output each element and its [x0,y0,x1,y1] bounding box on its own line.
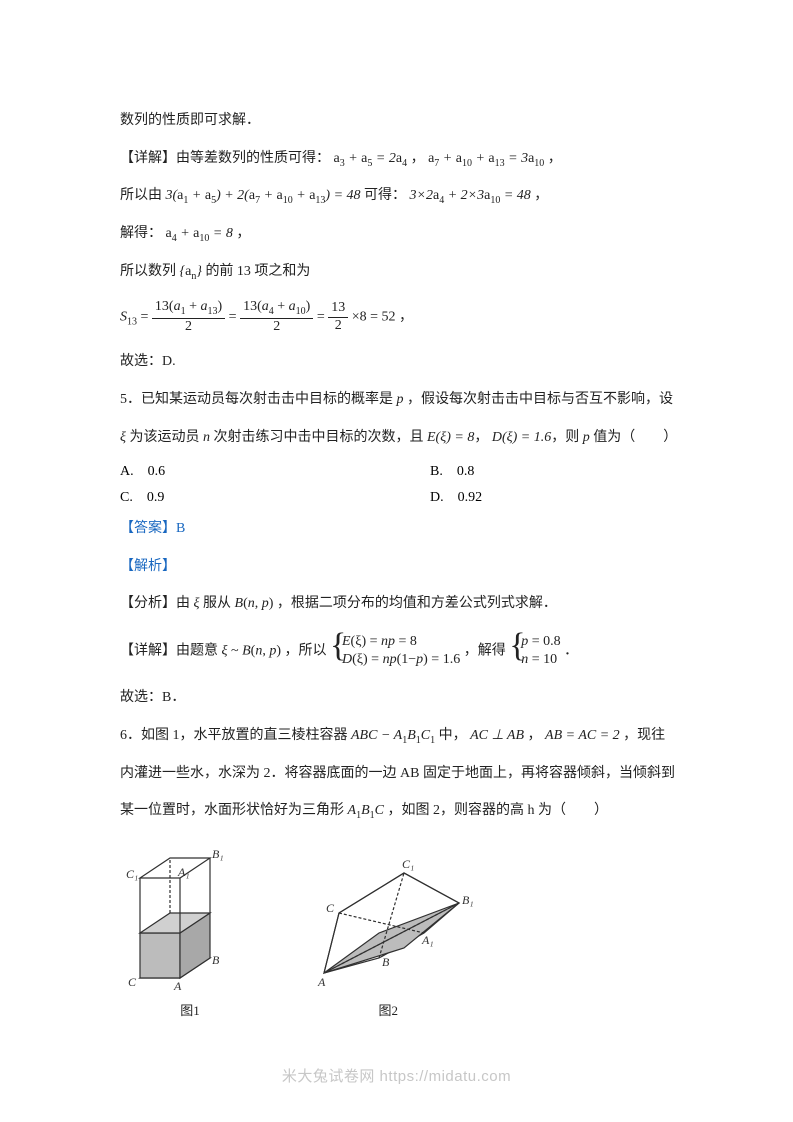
f2den: 2 [240,319,313,336]
text: 【分析】由 ξ 服从 B(n, p) ，根据二项分布的均值和方差公式列式求解． [120,596,557,611]
end: ， [534,188,548,203]
svg-text:C₁: C₁ [126,867,138,881]
text: ，解得 [464,643,506,658]
svg-text:C₁: C₁ [402,857,414,871]
f3den: 2 [328,318,348,335]
q5-detail: 【详解】由题意 ξ ~ B(n, p) ，所以 E(ξ) = np = 8 D(… [120,633,673,669]
text: 可得： [364,188,406,203]
q5-stem-2: ξ 为该运动员 n 次射击练习中击中目标的次数，且 E(ξ) = 8， D(ξ)… [120,421,673,455]
sep: ， [528,728,542,743]
svg-text:A: A [317,975,326,989]
q5-final: 故选：B． [120,681,673,715]
text: 所以由 [120,188,162,203]
text: 【详解】由等差数列的性质可得： [120,151,330,166]
system-2: p = 0.8 n = 10 [509,633,560,669]
var-p: p [397,392,404,407]
fig1-label: 图1 [120,1000,260,1019]
text: ，假设每次射击击中目标与否互不影响，设 [404,392,674,407]
text: 为该运动员 n 次射击练习中击中目标的次数，且 [130,430,428,445]
para-4: 解得： a4 + a10 = 8 ， [120,217,673,251]
q6-l3: 某一位置时，水面形状恰好为三角形 A1B1C ，如图 2，则容器的高 h 为（ … [120,794,673,828]
text: 所以数列 [120,264,176,279]
para-5: 所以数列 {an} 的前 13 项之和为 [120,255,673,289]
q6-l1: 6．如图 1，水平放置的直三棱柱容器 ABC − A1B1C1 中， AC ⊥ … [120,719,673,753]
text: 6．如图 1，水平放置的直三棱柱容器 [120,728,351,743]
text: ，则 p 值为（ ） [551,430,677,445]
fig2-label: 图2 [283,1000,493,1019]
para-3: 所以由 3(a1 + a5) + 2(a7 + a10 + a13) = 48 … [120,179,673,213]
svg-text:A: A [173,979,182,993]
text: 【详解】由题意 ξ ~ B(n, p) ，所以 [120,643,326,658]
figures: A B C A₁ B₁ C₁ A B C [120,838,673,1019]
text: 解得： [120,226,162,241]
svg-text:B₁: B₁ [462,893,474,907]
svg-text:B: B [382,955,390,969]
figure-1: A B C A₁ B₁ C₁ [120,838,260,998]
svg-text:C: C [128,975,137,989]
text: ． [564,643,578,658]
q5-answer: 【答案】B [120,512,673,546]
text: 的前 13 项之和为 [205,264,310,279]
option-b: B. 0.8 [430,460,673,480]
q5-options-row2: C. 0.9 D. 0.92 [120,486,673,506]
q5-options-row1: A. 0.6 B. 0.8 [120,460,673,480]
q5-fenxi: 【分析】由 ξ 服从 B(n, p) ，根据二项分布的均值和方差公式列式求解． [120,587,673,621]
text: 中， [439,728,467,743]
end: ， [236,226,250,241]
para-6: S13 = 13(a1 + a13)2 = 13(a4 + a10)2 = 13… [120,299,673,336]
f2num: 13(a4 + a10) [243,299,310,314]
system-1: E(ξ) = np = 8 D(ξ) = np(1−p) = 1.6 [330,633,460,669]
para-2: 【详解】由等差数列的性质可得： a3 + a5 = 2a4 ， a7 + a10… [120,142,673,176]
text: 某一位置时，水面形状恰好为三角形 [120,803,348,818]
text: 5．已知某运动员每次射击击中目标的概率是 [120,392,397,407]
f3num: 13 [328,300,348,318]
text: ，如图 2，则容器的高 h 为（ ） [387,803,608,818]
q5-jiexi: 【解析】 [120,550,673,584]
svg-text:A₁: A₁ [177,865,190,879]
option-a: A. 0.6 [120,460,430,480]
para-1: 数列的性质即可求解． [120,104,673,138]
svg-text:B: B [212,953,220,967]
option-c: C. 0.9 [120,486,430,506]
text: ，现往 [623,728,665,743]
sep: ， [474,430,488,445]
figure-2: A B C A₁ B₁ C₁ [284,838,494,998]
tail: ×8 = 52 ， [352,309,413,324]
q6-l2: 内灌进一些水，水深为 2．将容器底面的一边 AB 固定于地面上，再将容器倾斜，当… [120,757,673,791]
sep: ， [411,151,425,166]
svg-text:C: C [326,901,335,915]
para-7: 故选：D. [120,345,673,379]
f1den: 2 [152,319,225,336]
svg-text:B₁: B₁ [212,847,224,861]
f1num: 13(a1 + a13) [155,299,222,314]
q5-stem-1: 5．已知某运动员每次射击击中目标的概率是 p ，假设每次射击击中目标与否互不影响… [120,383,673,417]
watermark: 米大兔试卷网 https://midatu.com [0,1065,793,1086]
option-d: D. 0.92 [430,486,673,506]
svg-text:A₁: A₁ [421,933,434,947]
end: ， [548,151,562,166]
